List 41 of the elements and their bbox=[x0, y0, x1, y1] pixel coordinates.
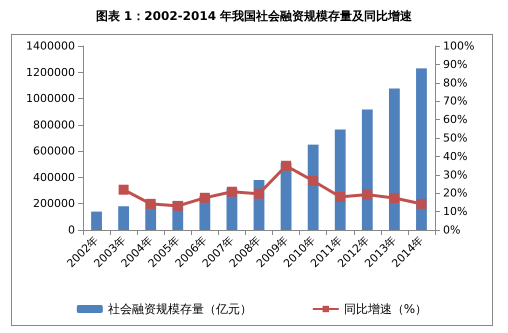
bar bbox=[416, 68, 427, 230]
point bbox=[118, 184, 129, 195]
y2-tick-label: 90% bbox=[443, 58, 468, 71]
legend-label: 同比增速（%） bbox=[344, 302, 428, 316]
y-tick-label: 400000 bbox=[33, 170, 75, 184]
y2-tick-label: 10% bbox=[443, 205, 468, 218]
bar bbox=[118, 206, 130, 230]
y2-tick-label: 70% bbox=[443, 94, 468, 108]
bar bbox=[334, 129, 346, 230]
y-tick-label: 800000 bbox=[33, 118, 75, 132]
y2-tick-label: 50% bbox=[443, 132, 468, 144]
y2-tick-label: 40% bbox=[443, 150, 468, 163]
bar bbox=[91, 212, 102, 230]
y-tick-label: 1000000 bbox=[26, 92, 75, 106]
legend-label: 社会融资规模存量（亿元） bbox=[108, 302, 252, 316]
point bbox=[226, 186, 237, 197]
y2-tick-label: 100% bbox=[443, 40, 474, 52]
bar bbox=[308, 144, 319, 230]
point bbox=[200, 192, 210, 203]
bar bbox=[362, 109, 373, 230]
bar bbox=[388, 88, 400, 230]
y-tick-label: 200000 bbox=[33, 197, 75, 210]
y-tick-label: 0 bbox=[68, 224, 75, 236]
chart-title: 图表 1：2002-2014 年我国社会融资规模存量及同比增速 bbox=[94, 8, 414, 25]
point bbox=[416, 198, 426, 209]
y2-tick-label: 20% bbox=[443, 186, 468, 200]
y2-tick-label: 60% bbox=[443, 113, 468, 126]
point bbox=[362, 190, 372, 200]
y2-tick-label: 0% bbox=[443, 224, 460, 236]
y-tick-label: 600000 bbox=[33, 144, 75, 158]
y-tick-label: 1400000 bbox=[26, 40, 75, 52]
y-tick-label: 1200000 bbox=[26, 66, 75, 79]
y2-tick-label: 30% bbox=[443, 168, 468, 182]
point bbox=[254, 188, 264, 199]
y2-tick-label: 80% bbox=[443, 76, 468, 90]
point bbox=[146, 198, 156, 209]
point bbox=[172, 200, 183, 211]
point bbox=[308, 176, 318, 186]
point bbox=[335, 192, 346, 202]
point bbox=[281, 160, 292, 171]
point bbox=[389, 192, 400, 203]
